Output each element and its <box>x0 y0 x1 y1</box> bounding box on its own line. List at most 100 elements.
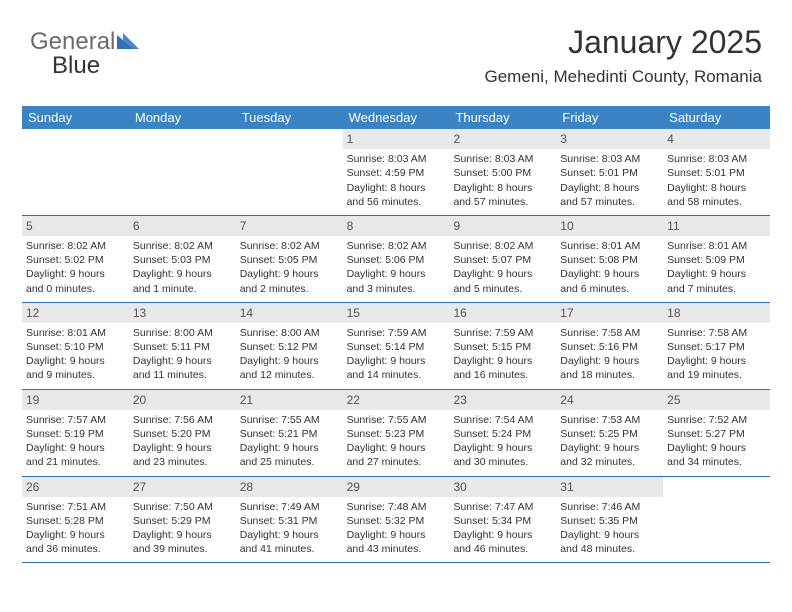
day-cell: 28 Sunrise: 7:49 AMSunset: 5:31 PMDayligh… <box>236 477 343 563</box>
daylight-text: Daylight: 9 hours and 41 minutes. <box>240 528 339 556</box>
sunset-text: Sunset: 5:21 PM <box>240 427 339 441</box>
sunrise-text: Sunrise: 8:02 AM <box>26 239 125 253</box>
sunrise-text: Sunrise: 7:48 AM <box>347 500 446 514</box>
day-cell: 25Sunrise: 7:52 AMSunset: 5:27 PMDayligh… <box>663 390 770 476</box>
day-number: 14 <box>236 303 343 323</box>
logo-triangle-icon <box>117 28 139 56</box>
sunset-text: Sunset: 5:06 PM <box>347 253 446 267</box>
day-number: 22 <box>343 390 450 410</box>
day-header: Wednesday <box>343 106 450 129</box>
sunrise-text: Sunrise: 7:56 AM <box>133 413 232 427</box>
sunrise-text: Sunrise: 7:49 AM <box>240 500 339 514</box>
daylight-text: Daylight: 9 hours and 21 minutes. <box>26 441 125 469</box>
day-number: 13 <box>129 303 236 323</box>
day-cell: 29 Sunrise: 7:48 AMSunset: 5:32 PMDayligh… <box>343 477 450 563</box>
day-number <box>663 477 770 495</box>
day-cell: 26Sunrise: 7:51 AMSunset: 5:28 PMDayligh… <box>22 477 129 563</box>
sunrise-text: Sunrise: 7:46 AM <box>560 500 659 514</box>
day-cell: 11Sunrise: 8:01 AMSunset: 5:09 PMDayligh… <box>663 216 770 302</box>
sunset-text: Sunset: 5:29 PM <box>133 514 232 528</box>
day-cell: 2Sunrise: 8:03 AMSunset: 5:00 PMDaylight… <box>449 129 556 215</box>
sunset-text: Sunset: 5:14 PM <box>347 340 446 354</box>
logo-line2: Blue <box>52 52 100 80</box>
day-number: 5 <box>22 216 129 236</box>
daylight-text: Daylight: 9 hours and 16 minutes. <box>453 354 552 382</box>
day-number: 24 <box>556 390 663 410</box>
day-number: 4 <box>663 129 770 149</box>
daylight-text: Daylight: 9 hours and 48 minutes. <box>560 528 659 556</box>
sunset-text: Sunset: 5:05 PM <box>240 253 339 267</box>
week-row: 12Sunrise: 8:01 AMSunset: 5:10 PMDayligh… <box>22 303 770 390</box>
day-header: Monday <box>129 106 236 129</box>
day-cell <box>663 477 770 563</box>
day-number: 26 <box>22 477 129 497</box>
day-number: 29 <box>343 477 450 497</box>
sunset-text: Sunset: 5:16 PM <box>560 340 659 354</box>
daylight-text: Daylight: 9 hours and 36 minutes. <box>26 528 125 556</box>
calendar-header-row: SundayMondayTuesdayWednesdayThursdayFrid… <box>22 106 770 129</box>
sunrise-text: Sunrise: 8:02 AM <box>240 239 339 253</box>
sunrise-text: Sunrise: 8:03 AM <box>560 152 659 166</box>
day-number: 18 <box>663 303 770 323</box>
day-cell <box>129 129 236 215</box>
day-cell: 14Sunrise: 8:00 AMSunset: 5:12 PMDayligh… <box>236 303 343 389</box>
day-number: 9 <box>449 216 556 236</box>
day-cell: 20Sunrise: 7:56 AMSunset: 5:20 PMDayligh… <box>129 390 236 476</box>
sunrise-text: Sunrise: 7:51 AM <box>26 500 125 514</box>
sunrise-text: Sunrise: 7:59 AM <box>347 326 446 340</box>
day-number: 27 <box>129 477 236 497</box>
daylight-text: Daylight: 9 hours and 1 minute. <box>133 267 232 295</box>
sunset-text: Sunset: 5:11 PM <box>133 340 232 354</box>
daylight-text: Daylight: 9 hours and 6 minutes. <box>560 267 659 295</box>
sunset-text: Sunset: 5:03 PM <box>133 253 232 267</box>
sunset-text: Sunset: 4:59 PM <box>347 166 446 180</box>
day-cell: 15Sunrise: 7:59 AMSunset: 5:14 PMDayligh… <box>343 303 450 389</box>
day-cell: 24Sunrise: 7:53 AMSunset: 5:25 PMDayligh… <box>556 390 663 476</box>
week-row: 19Sunrise: 7:57 AMSunset: 5:19 PMDayligh… <box>22 390 770 477</box>
location-subtitle: Gemeni, Mehedinti County, Romania <box>485 67 763 87</box>
day-cell: 23Sunrise: 7:54 AMSunset: 5:24 PMDayligh… <box>449 390 556 476</box>
sunset-text: Sunset: 5:32 PM <box>347 514 446 528</box>
day-number: 30 <box>449 477 556 497</box>
day-header: Tuesday <box>236 106 343 129</box>
sunrise-text: Sunrise: 8:02 AM <box>133 239 232 253</box>
day-number: 11 <box>663 216 770 236</box>
sunrise-text: Sunrise: 7:55 AM <box>240 413 339 427</box>
sunrise-text: Sunrise: 7:58 AM <box>667 326 766 340</box>
daylight-text: Daylight: 9 hours and 39 minutes. <box>133 528 232 556</box>
day-cell: 19Sunrise: 7:57 AMSunset: 5:19 PMDayligh… <box>22 390 129 476</box>
daylight-text: Daylight: 9 hours and 7 minutes. <box>667 267 766 295</box>
sunrise-text: Sunrise: 7:59 AM <box>453 326 552 340</box>
day-cell: 3Sunrise: 8:03 AMSunset: 5:01 PMDaylight… <box>556 129 663 215</box>
day-number: 12 <box>22 303 129 323</box>
day-cell: 7Sunrise: 8:02 AMSunset: 5:05 PMDaylight… <box>236 216 343 302</box>
sunrise-text: Sunrise: 8:03 AM <box>453 152 552 166</box>
day-cell: 9Sunrise: 8:02 AMSunset: 5:07 PMDaylight… <box>449 216 556 302</box>
sunrise-text: Sunrise: 7:54 AM <box>453 413 552 427</box>
sunset-text: Sunset: 5:31 PM <box>240 514 339 528</box>
day-cell: 1Sunrise: 8:03 AMSunset: 4:59 PMDaylight… <box>343 129 450 215</box>
day-number: 23 <box>449 390 556 410</box>
day-header: Friday <box>556 106 663 129</box>
daylight-text: Daylight: 8 hours and 58 minutes. <box>667 181 766 209</box>
day-cell: 18Sunrise: 7:58 AMSunset: 5:17 PMDayligh… <box>663 303 770 389</box>
day-number: 28 <box>236 477 343 497</box>
sunrise-text: Sunrise: 7:47 AM <box>453 500 552 514</box>
day-number: 19 <box>22 390 129 410</box>
daylight-text: Daylight: 9 hours and 43 minutes. <box>347 528 446 556</box>
sunrise-text: Sunrise: 7:57 AM <box>26 413 125 427</box>
sunset-text: Sunset: 5:00 PM <box>453 166 552 180</box>
day-number: 6 <box>129 216 236 236</box>
sunrise-text: Sunrise: 7:58 AM <box>560 326 659 340</box>
day-cell: 22Sunrise: 7:55 AMSunset: 5:23 PMDayligh… <box>343 390 450 476</box>
day-number: 8 <box>343 216 450 236</box>
daylight-text: Daylight: 8 hours and 57 minutes. <box>560 181 659 209</box>
day-number <box>22 129 129 147</box>
daylight-text: Daylight: 8 hours and 57 minutes. <box>453 181 552 209</box>
day-cell: 16Sunrise: 7:59 AMSunset: 5:15 PMDayligh… <box>449 303 556 389</box>
sunset-text: Sunset: 5:01 PM <box>560 166 659 180</box>
daylight-text: Daylight: 9 hours and 11 minutes. <box>133 354 232 382</box>
week-row: 1Sunrise: 8:03 AMSunset: 4:59 PMDaylight… <box>22 129 770 216</box>
daylight-text: Daylight: 9 hours and 5 minutes. <box>453 267 552 295</box>
day-header: Sunday <box>22 106 129 129</box>
